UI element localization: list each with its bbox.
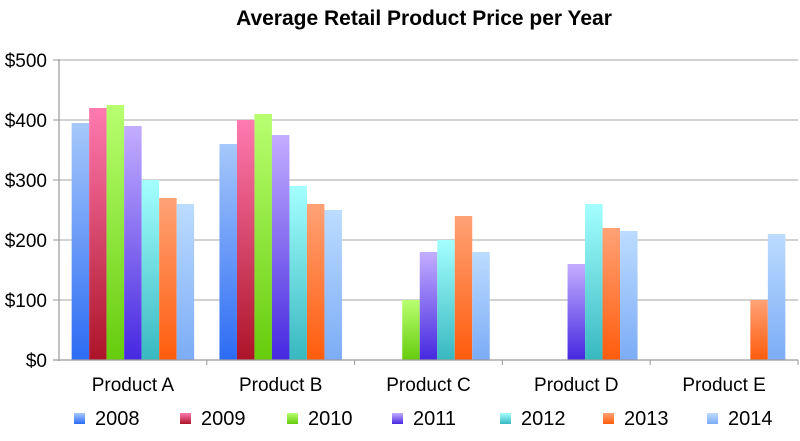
x-tick-label: Product C xyxy=(386,375,470,396)
legend-item: 2008 xyxy=(74,408,140,430)
bar-2010-product-a xyxy=(106,105,125,360)
y-tick-label: $500 xyxy=(5,51,47,72)
legend-label: 2012 xyxy=(521,408,566,430)
legend: 2008 2009 2010 2011 2012 2013 2014 xyxy=(74,408,773,430)
bar-2014-product-a xyxy=(176,204,195,360)
legend-swatch xyxy=(603,413,614,424)
x-tick-label: Product D xyxy=(534,375,618,396)
legend-item: 2009 xyxy=(180,408,246,430)
bar-2014-product-e xyxy=(767,234,786,360)
legend-item: 2011 xyxy=(392,408,456,430)
chart-title: Average Retail Product Price per Year xyxy=(236,7,612,30)
legend-swatch xyxy=(500,413,511,424)
legend-swatch xyxy=(74,413,85,424)
y-tick-label: $400 xyxy=(5,111,47,132)
axes xyxy=(53,59,798,361)
bar-2014-product-d xyxy=(620,231,638,360)
bar-2012-product-c xyxy=(437,240,455,360)
legend-label: 2014 xyxy=(728,408,773,430)
legend-label: 2008 xyxy=(95,408,140,430)
y-tick-label: $200 xyxy=(5,231,47,252)
bar-2013-product-e xyxy=(750,300,768,360)
bar-2013-product-c xyxy=(454,216,473,360)
bar-2011-product-d xyxy=(567,264,586,360)
bar-2008-product-b xyxy=(219,144,237,360)
bar-2009-product-b xyxy=(236,120,255,360)
legend-label: 2009 xyxy=(201,408,246,430)
bar-2013-product-b xyxy=(306,204,325,360)
legend-item: 2014 xyxy=(707,408,773,430)
bar-2009-product-a xyxy=(89,108,107,360)
x-tick-label: Product B xyxy=(239,375,322,396)
bar-2013-product-a xyxy=(159,198,177,360)
x-tick-label: Product E xyxy=(682,375,765,396)
bars xyxy=(71,105,786,360)
bar-2011-product-b xyxy=(271,135,290,360)
y-axis-ticks: $0 $100 $200 $300 $400 $500 xyxy=(5,51,59,372)
bar-2013-product-d xyxy=(602,228,621,360)
legend-label: 2011 xyxy=(413,408,456,430)
bar-2010-product-b xyxy=(254,114,272,360)
legend-swatch xyxy=(707,413,718,424)
y-tick-label: $0 xyxy=(26,351,47,372)
bar-2008-product-a xyxy=(71,123,90,360)
x-tick-label: Product A xyxy=(92,375,175,396)
legend-swatch xyxy=(392,413,403,424)
x-axis-labels: Product A Product B Product C Product D Prod… xyxy=(92,360,799,396)
bar-2014-product-c xyxy=(472,252,490,360)
bar-2012-product-d xyxy=(585,204,603,360)
legend-label: 2010 xyxy=(308,408,353,430)
legend-swatch xyxy=(287,413,298,424)
legend-item: 2013 xyxy=(603,408,669,430)
y-tick-label: $100 xyxy=(5,291,47,312)
bar-2011-product-c xyxy=(419,252,438,360)
bar-2012-product-a xyxy=(141,180,160,360)
bar-2011-product-a xyxy=(124,126,142,360)
legend-swatch xyxy=(180,413,191,424)
bar-2012-product-b xyxy=(289,186,307,360)
legend-item: 2012 xyxy=(500,408,566,430)
bar-2010-product-c xyxy=(402,300,420,360)
y-tick-label: $300 xyxy=(5,171,47,192)
bar-2014-product-b xyxy=(324,210,342,360)
legend-item: 2010 xyxy=(287,408,353,430)
legend-label: 2013 xyxy=(624,408,669,430)
